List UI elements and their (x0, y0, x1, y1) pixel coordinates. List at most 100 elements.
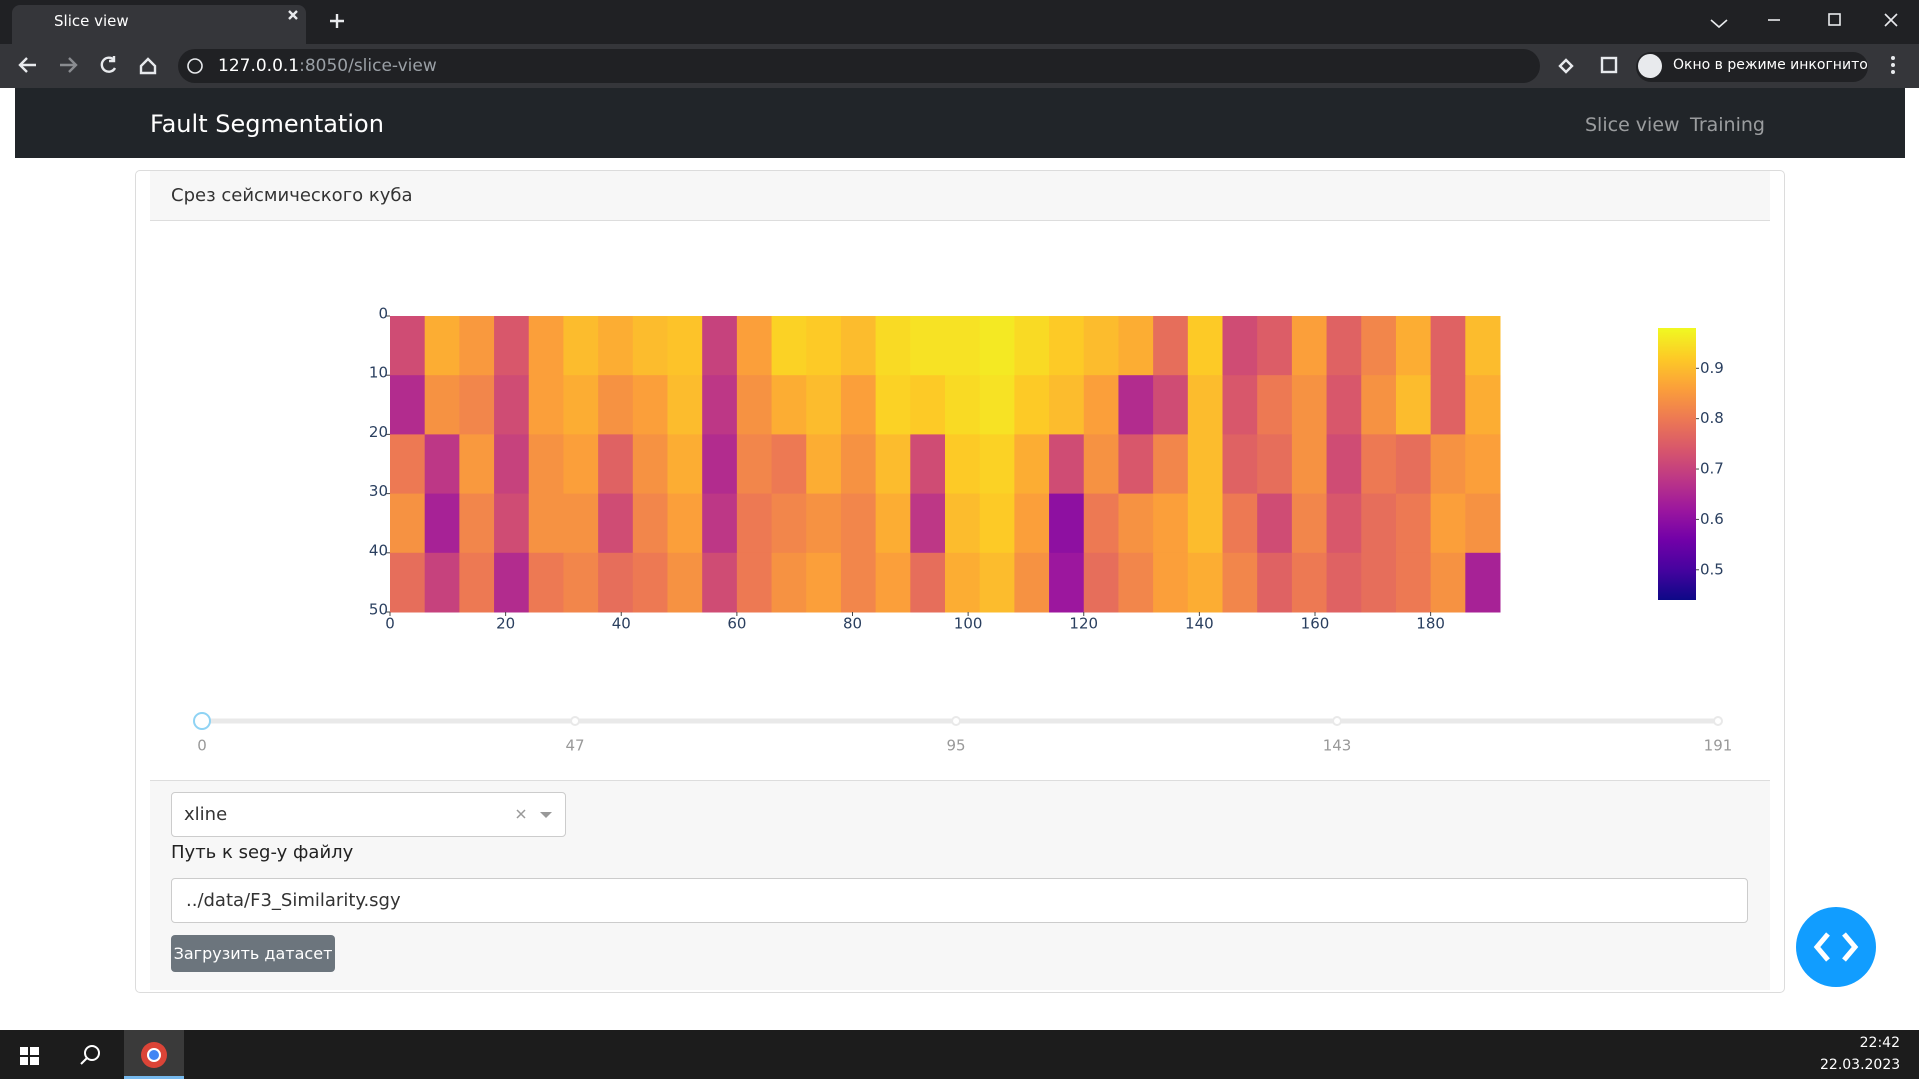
navbar (15, 88, 1905, 158)
heatmap-cell (390, 375, 426, 435)
taskbar-icons (20, 1042, 167, 1068)
reload[interactable] (100, 56, 117, 73)
heatmap-cell (1257, 493, 1293, 554)
tab-close[interactable] (288, 10, 298, 20)
clear-icon[interactable] (516, 809, 526, 819)
url-host: 127.0.0.1 (218, 56, 300, 76)
slider-dot (570, 716, 581, 726)
heatmap-cell (736, 552, 773, 613)
heatmap-cell (1187, 434, 1223, 495)
x-tick-label: 140 (1185, 615, 1214, 633)
colorbar-tick-label: 0.5 (1700, 560, 1724, 578)
heatmap-cell (1118, 552, 1154, 613)
heatmap-cell (1395, 434, 1432, 495)
heatmap-cell (1014, 552, 1050, 613)
heatmap-cell (1395, 493, 1432, 554)
heatmap-cell (424, 552, 460, 613)
site-info[interactable] (187, 58, 203, 74)
home[interactable] (139, 57, 157, 75)
heatmap-cell (1326, 434, 1362, 495)
heatmap-cell (1187, 552, 1223, 613)
navbar-brand[interactable]: Fault Segmentation (150, 110, 384, 138)
heatmap-cell (1326, 375, 1362, 435)
slider-mark-label: 143 (1323, 737, 1352, 755)
close-window[interactable] (1884, 13, 1898, 27)
heatmap-cell (1291, 316, 1328, 376)
heatmap-cell (1395, 552, 1432, 613)
heatmap-cell (1361, 316, 1397, 376)
heatmap-cell (979, 434, 1015, 495)
heatmap-cell (424, 493, 460, 554)
heatmap-cell (1187, 493, 1223, 554)
debug-button[interactable] (1796, 907, 1876, 987)
heatmap-cell (494, 434, 530, 495)
debug-icon (1813, 932, 1859, 962)
heatmap-cell (1361, 434, 1397, 495)
heatmap-cell (806, 316, 842, 376)
slider-handle[interactable] (193, 712, 211, 730)
heatmap-cell (979, 552, 1015, 613)
heatmap-cell (459, 552, 495, 613)
heatmap-cell (598, 375, 634, 435)
restore[interactable] (1828, 13, 1841, 26)
heatmap-cell (667, 434, 703, 495)
heatmap-cell (840, 493, 877, 554)
clock-time: 22:42 (1859, 1035, 1900, 1051)
heatmap-cell (945, 552, 981, 613)
load-button[interactable]: Загрузить датасет (171, 935, 335, 972)
colorbar-tick-label: 0.9 (1700, 359, 1724, 377)
dropdown-icons (516, 809, 552, 819)
dropdown[interactable] (171, 792, 566, 837)
side-panel[interactable] (1600, 56, 1618, 74)
heatmap-cell (1049, 552, 1085, 613)
colorbar (1658, 328, 1696, 600)
tab[interactable] (12, 5, 306, 44)
heatmap-cell (1049, 375, 1085, 435)
heatmap-cell (1430, 316, 1466, 376)
back[interactable] (18, 57, 36, 73)
nav-link[interactable]: Slice view (1585, 114, 1680, 136)
heatmap-cell (1014, 316, 1050, 376)
x-tick-label: 120 (1069, 615, 1098, 633)
heatmap-cell (1118, 316, 1154, 376)
x-tick-label: 80 (843, 615, 862, 633)
heatmap-cell (840, 375, 877, 435)
colorbar-tick-label: 0.6 (1700, 510, 1724, 528)
heatmap-cell (528, 493, 564, 554)
heatmap-cell (1083, 434, 1119, 495)
heatmap-cell (910, 375, 946, 435)
heatmap-cell (1257, 434, 1293, 495)
heatmap-cell (390, 493, 426, 554)
heatmap-cell (1083, 375, 1119, 435)
taskbar (0, 1030, 1919, 1079)
heatmap-cell (875, 434, 911, 495)
new-tab[interactable] (330, 14, 344, 28)
nav-link[interactable]: Training (1690, 114, 1765, 136)
slider-dot (1713, 716, 1723, 726)
heatmap-cell (494, 493, 530, 554)
search-icon[interactable] (84, 1045, 100, 1061)
card (135, 170, 1785, 993)
heatmap-cell (945, 316, 981, 376)
heatmap-cell (1049, 434, 1085, 495)
address-bar[interactable] (178, 49, 1540, 83)
y-tick-label: 10 (369, 364, 388, 382)
bookmark[interactable] (1558, 58, 1574, 74)
x-tick-label: 20 (496, 615, 515, 633)
heatmap-cell (736, 316, 773, 376)
y-tick-label: 40 (369, 541, 388, 559)
arrow-icon[interactable] (540, 812, 552, 818)
browser-icons (18, 10, 1898, 78)
heatmap-cell (459, 316, 495, 376)
heatmap-cell (563, 316, 599, 376)
heatmap-cell (424, 434, 460, 495)
heatmap-cell (1291, 552, 1328, 613)
tab-search[interactable] (1710, 19, 1728, 29)
profile-chip[interactable] (1636, 52, 1868, 82)
heatmap-cell (1118, 434, 1154, 495)
start-icon[interactable] (20, 1047, 39, 1065)
heatmap-cell (528, 316, 564, 376)
path-label: Путь к seg-y файлу (171, 842, 354, 863)
path-input[interactable] (171, 878, 1748, 923)
